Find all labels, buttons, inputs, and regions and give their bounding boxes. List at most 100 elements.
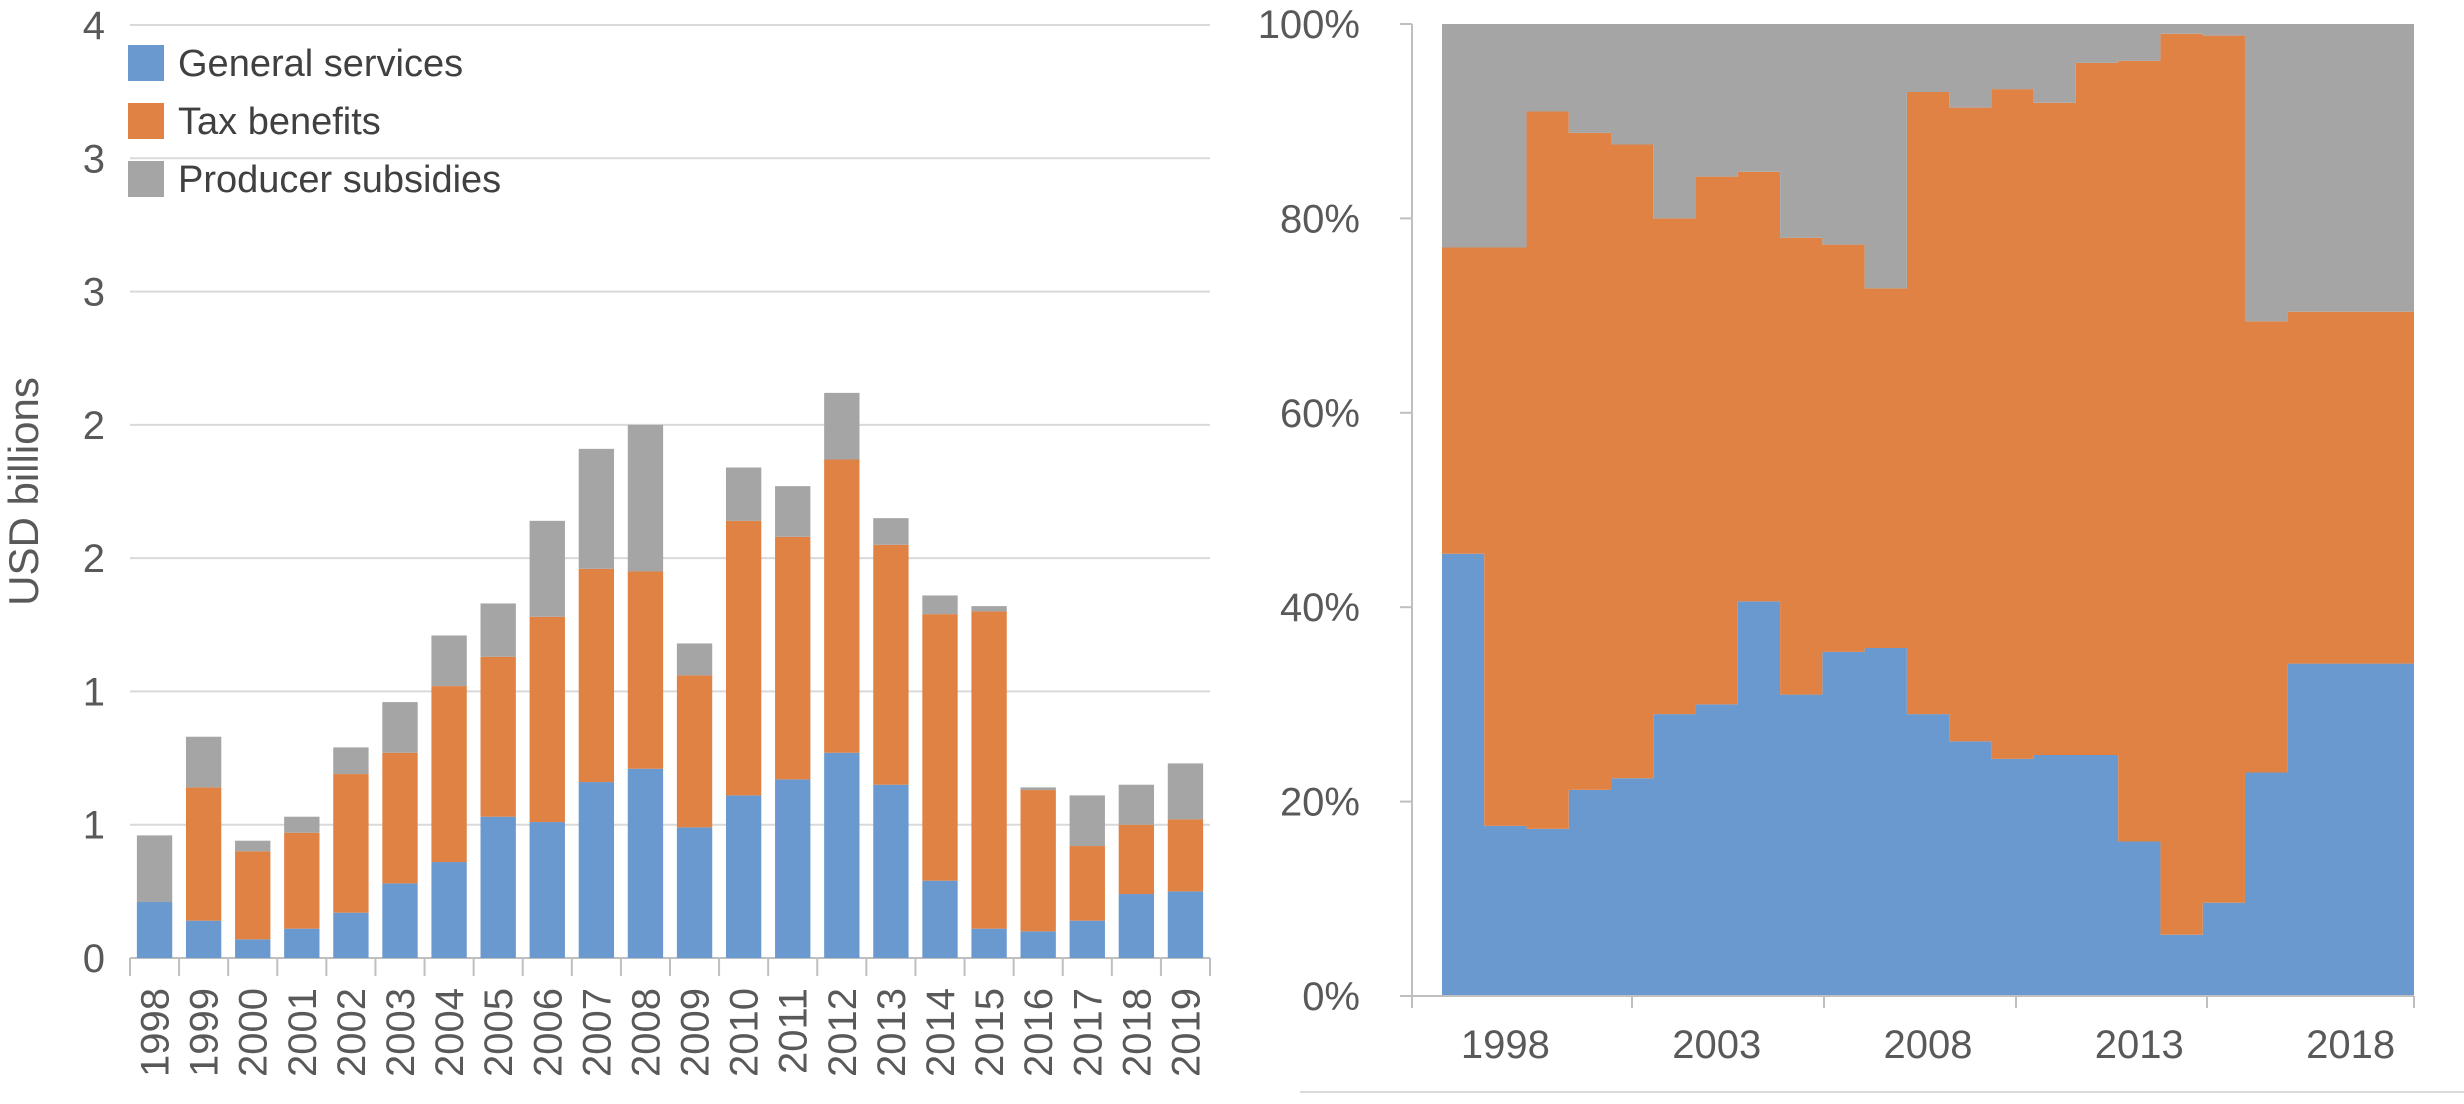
bar-tax-benefits-2000 [235, 851, 270, 939]
bar-producer-subsidies-2015 [971, 606, 1006, 611]
bar-producer-subsidies-2010 [726, 468, 761, 521]
left-x-tick-label: 2011 [772, 988, 816, 1074]
bar-general-services-2015 [971, 929, 1006, 958]
left-y-tick-label: 1 [83, 670, 105, 714]
bar-general-services-2014 [922, 881, 957, 958]
bar-tax-benefits-2006 [530, 617, 565, 822]
left-x-tick-label: 2005 [477, 988, 521, 1077]
left-x-tick-label: 2007 [575, 988, 619, 1077]
bar-general-services-2016 [1021, 931, 1056, 958]
bar-tax-benefits-2005 [481, 657, 516, 817]
bar-tax-benefits-2002 [333, 774, 368, 913]
bar-tax-benefits-2009 [677, 675, 712, 827]
right-percent-area-chart: 0% 20% 40% 60% 80% 100% 1998 2003 2008 2013 2018 [1258, 3, 2464, 1092]
bar-tax-benefits-1999 [186, 787, 221, 920]
left-x-tick-label: 2009 [674, 988, 718, 1077]
bar-producer-subsidies-2005 [481, 603, 516, 656]
bar-general-services-2002 [333, 913, 368, 958]
bar-tax-benefits-2008 [628, 571, 663, 768]
left-x-tick-label: 1998 [134, 988, 178, 1077]
bar-producer-subsidies-2013 [873, 518, 908, 545]
left-x-tick-label: 2014 [919, 988, 963, 1077]
bar-general-services-2019 [1168, 891, 1203, 958]
bar-general-services-2007 [579, 782, 614, 958]
left-x-tick-label: 2019 [1164, 988, 1208, 1077]
bar-producer-subsidies-2007 [579, 449, 614, 569]
left-y-tick-label: 1 [83, 804, 105, 848]
legend-label-producer-subsidies: Producer subsidies [178, 159, 501, 201]
bar-producer-subsidies-2017 [1070, 795, 1105, 846]
bar-tax-benefits-2003 [382, 753, 417, 884]
bar-general-services-2017 [1070, 921, 1105, 958]
left-x-tick-label: 2010 [723, 988, 767, 1077]
left-x-tick-label: 2002 [330, 988, 374, 1077]
bar-general-services-2001 [284, 929, 319, 958]
right-x-tick-label: 2018 [2306, 1023, 2395, 1067]
bar-general-services-2012 [824, 753, 859, 958]
left-x-tick-label: 2016 [1017, 988, 1061, 1077]
bar-general-services-2003 [382, 883, 417, 958]
legend-label-general-services: General services [178, 43, 463, 85]
right-x-tick-label: 2003 [1672, 1023, 1761, 1067]
right-y-tick-label: 20% [1280, 781, 1360, 825]
bar-tax-benefits-2017 [1070, 846, 1105, 921]
bar-producer-subsidies-2003 [382, 702, 417, 753]
left-x-tick-label: 2003 [379, 988, 423, 1077]
left-x-tick-label: 2018 [1115, 988, 1159, 1077]
bar-tax-benefits-2012 [824, 460, 859, 753]
left-y-tick-label: 4 [83, 4, 105, 48]
bar-tax-benefits-2015 [971, 611, 1006, 928]
right-y-tick-label: 80% [1280, 197, 1360, 241]
bar-tax-benefits-2010 [726, 521, 761, 796]
bar-general-services-2005 [481, 817, 516, 958]
bar-tax-benefits-2014 [922, 614, 957, 881]
bar-producer-subsidies-2014 [922, 595, 957, 614]
left-y-tick-label: 0 [83, 937, 105, 981]
bar-producer-subsidies-2018 [1119, 785, 1154, 825]
right-y-tick-label: 0% [1302, 975, 1360, 1019]
bar-general-services-2011 [775, 779, 810, 958]
bar-general-services-2006 [530, 822, 565, 958]
legend-label-tax-benefits: Tax benefits [178, 101, 381, 143]
bar-general-services-2010 [726, 795, 761, 958]
left-y-tick-label: 3 [83, 137, 105, 181]
right-y-tick-label: 40% [1280, 586, 1360, 630]
bar-general-services-2013 [873, 785, 908, 958]
bar-general-services-2000 [235, 939, 270, 958]
legend-swatch-producer-subsidies [128, 161, 164, 197]
bar-producer-subsidies-1998 [137, 835, 172, 902]
bar-producer-subsidies-2001 [284, 817, 319, 833]
legend-swatch-general-services [128, 45, 164, 81]
bar-general-services-2018 [1119, 894, 1154, 958]
legend-swatch-tax-benefits [128, 103, 164, 139]
right-x-tick-label: 2008 [1884, 1023, 1973, 1067]
bar-producer-subsidies-2016 [1021, 787, 1056, 790]
left-x-tick-label: 2006 [526, 988, 570, 1077]
left-x-tick-label: 2015 [968, 988, 1012, 1077]
bar-tax-benefits-2001 [284, 833, 319, 929]
bar-producer-subsidies-1999 [186, 737, 221, 788]
bar-producer-subsidies-2004 [431, 635, 466, 686]
left-y-tick-label: 2 [83, 537, 105, 581]
charts-canvas: 01122334USD billions1998 1999 2000 2001 2002… [0, 0, 2464, 1104]
bar-tax-benefits-2016 [1021, 790, 1056, 931]
bar-general-services-1998 [137, 902, 172, 958]
bar-tax-benefits-2011 [775, 537, 810, 780]
bar-general-services-2008 [628, 769, 663, 958]
bar-producer-subsidies-2019 [1168, 763, 1203, 819]
right-y-tick-label: 60% [1280, 392, 1360, 436]
bar-producer-subsidies-2000 [235, 841, 270, 852]
bar-tax-benefits-2018 [1119, 825, 1154, 894]
left-x-tick-label: 2004 [428, 988, 472, 1077]
bar-producer-subsidies-2002 [333, 747, 368, 774]
bar-tax-benefits-2007 [579, 569, 614, 782]
bar-producer-subsidies-2012 [824, 393, 859, 460]
left-y-tick-label: 2 [83, 404, 105, 448]
left-x-tick-label: 2012 [821, 988, 865, 1077]
bar-tax-benefits-2013 [873, 545, 908, 785]
right-x-tick-label: 2013 [2095, 1023, 2184, 1067]
bar-general-services-1999 [186, 921, 221, 958]
bar-general-services-2004 [431, 862, 466, 958]
left-stacked-bar-chart: 0 1 1 2 2 3 3 4 USD billions 1998 1999 2000 2001 2002… [0, 4, 1210, 1077]
bar-tax-benefits-2019 [1168, 819, 1203, 891]
